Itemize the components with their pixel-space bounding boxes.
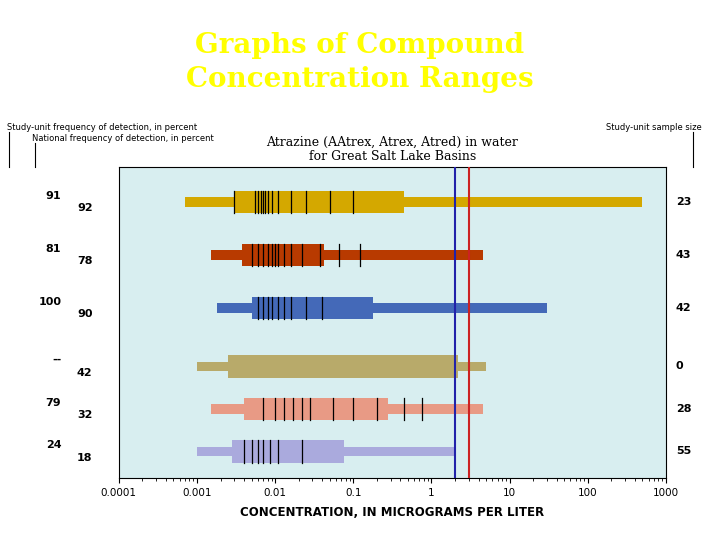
Text: 28: 28 <box>676 404 691 414</box>
Bar <box>234 191 405 213</box>
Bar <box>197 362 486 371</box>
Bar <box>185 197 642 207</box>
Text: Graphs of Compound
Concentration Ranges: Graphs of Compound Concentration Ranges <box>186 31 534 93</box>
Bar <box>228 355 458 377</box>
Text: 42: 42 <box>676 303 691 313</box>
Title: Atrazine (AAtrex, Atrex, Atred) in water
for Great Salt Lake Basins: Atrazine (AAtrex, Atrex, Atred) in water… <box>266 136 518 164</box>
Text: 92: 92 <box>77 203 93 213</box>
Text: 91: 91 <box>45 191 61 200</box>
Text: 23: 23 <box>676 197 691 207</box>
Bar <box>211 250 482 260</box>
Text: 90: 90 <box>77 309 93 320</box>
Text: 32: 32 <box>77 410 93 420</box>
Text: 43: 43 <box>676 250 691 260</box>
Text: 79: 79 <box>45 397 61 408</box>
Bar <box>244 398 388 420</box>
Bar <box>211 404 482 414</box>
Text: 55: 55 <box>676 447 691 456</box>
Text: 78: 78 <box>77 256 93 266</box>
Text: Study-unit frequency of detection, in percent: Study-unit frequency of detection, in pe… <box>7 123 197 132</box>
Bar <box>232 440 343 462</box>
Text: 42: 42 <box>77 368 93 378</box>
Text: 81: 81 <box>46 244 61 254</box>
X-axis label: CONCENTRATION, IN MICROGRAMS PER LITER: CONCENTRATION, IN MICROGRAMS PER LITER <box>240 506 544 519</box>
Text: 18: 18 <box>77 453 93 463</box>
Text: --: -- <box>52 355 61 365</box>
Bar <box>251 297 373 319</box>
Text: 0: 0 <box>676 361 683 372</box>
Text: Study-unit sample size: Study-unit sample size <box>606 123 702 132</box>
Bar <box>217 303 547 313</box>
Text: National frequency of detection, in percent: National frequency of detection, in perc… <box>32 134 214 143</box>
Bar <box>243 244 324 266</box>
Bar <box>197 447 455 456</box>
Text: 100: 100 <box>38 296 61 307</box>
Text: 24: 24 <box>45 440 61 450</box>
